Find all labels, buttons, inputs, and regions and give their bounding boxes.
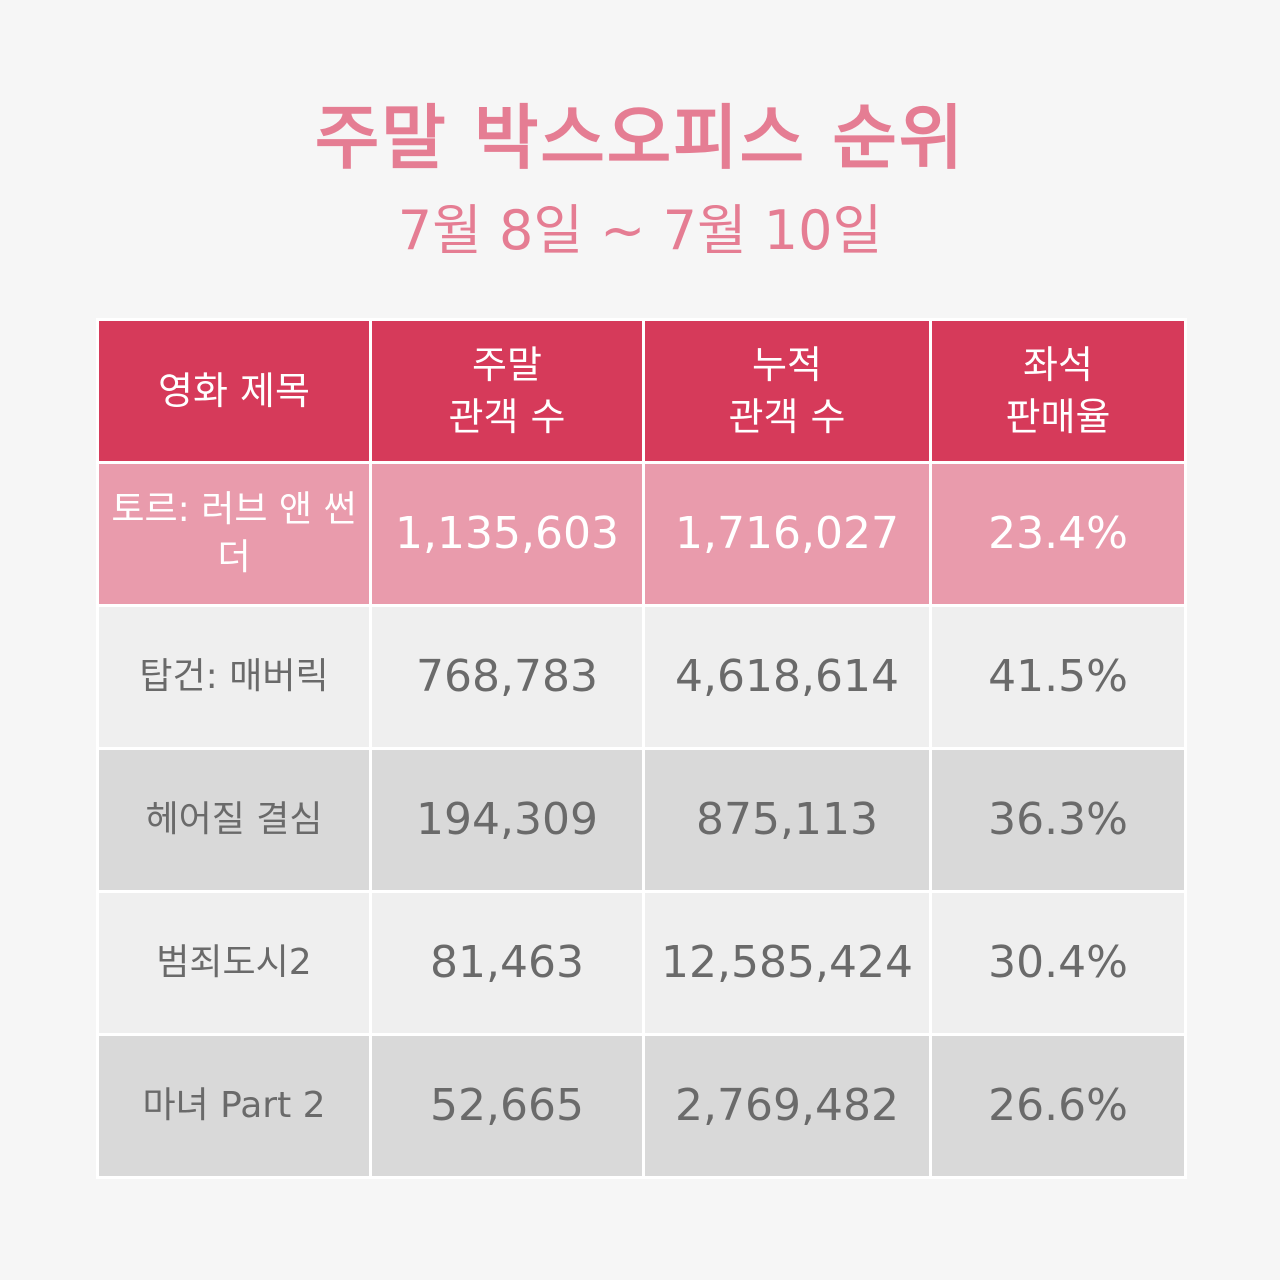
column-header: 주말 관객 수 [372,321,642,461]
table-cell: 4,618,614 [645,607,929,747]
table-cell: 875,113 [645,750,929,890]
table-row: 범죄도시2 81,463 12,585,424 30.4% [99,893,1184,1033]
column-header: 영화 제목 [99,321,369,461]
subtitle: 7월 8일 ~ 7월 10일 [397,199,883,262]
table-body: 토르: 러브 앤 썬더 1,135,603 1,716,027 23.4% 탑건: 매버… [99,464,1184,1176]
table-cell: 26.6% [932,1036,1184,1176]
table-cell: 12,585,424 [645,893,929,1033]
movie-title: 토르: 러브 앤 썬더 [99,464,369,604]
table-cell: 23.4% [932,464,1184,604]
table-row: 토르: 러브 앤 썬더 1,135,603 1,716,027 23.4% [99,464,1184,604]
movie-title: 탑건: 매버릭 [99,607,369,747]
table-row: 탑건: 매버릭 768,783 4,618,614 41.5% [99,607,1184,747]
title: 주말 박스오피스 순위 [314,97,966,179]
table-cell: 1,716,027 [645,464,929,604]
movie-title: 마녀 Part 2 [99,1036,369,1176]
table-row: 헤어질 결심 194,309 875,113 36.3% [99,750,1184,890]
movie-title: 범죄도시2 [99,893,369,1033]
table-cell: 1,135,603 [372,464,642,604]
table-cell: 194,309 [372,750,642,890]
table-cell: 30.4% [932,893,1184,1033]
table-cell: 768,783 [372,607,642,747]
table-cell: 2,769,482 [645,1036,929,1176]
box-office-table: 영화 제목 주말 관객 수 누적 관객 수 좌석 판매율 토르: 러브 앤 썬더 1,1… [96,318,1187,1179]
column-header: 좌석 판매율 [932,321,1184,461]
table-cell: 41.5% [932,607,1184,747]
table-cell: 52,665 [372,1036,642,1176]
table-cell: 81,463 [372,893,642,1033]
table-cell: 36.3% [932,750,1184,890]
movie-title: 헤어질 결심 [99,750,369,890]
header-row: 영화 제목 주말 관객 수 누적 관객 수 좌석 판매율 [99,321,1184,461]
column-header: 누적 관객 수 [645,321,929,461]
table-row: 마녀 Part 2 52,665 2,769,482 26.6% [99,1036,1184,1176]
